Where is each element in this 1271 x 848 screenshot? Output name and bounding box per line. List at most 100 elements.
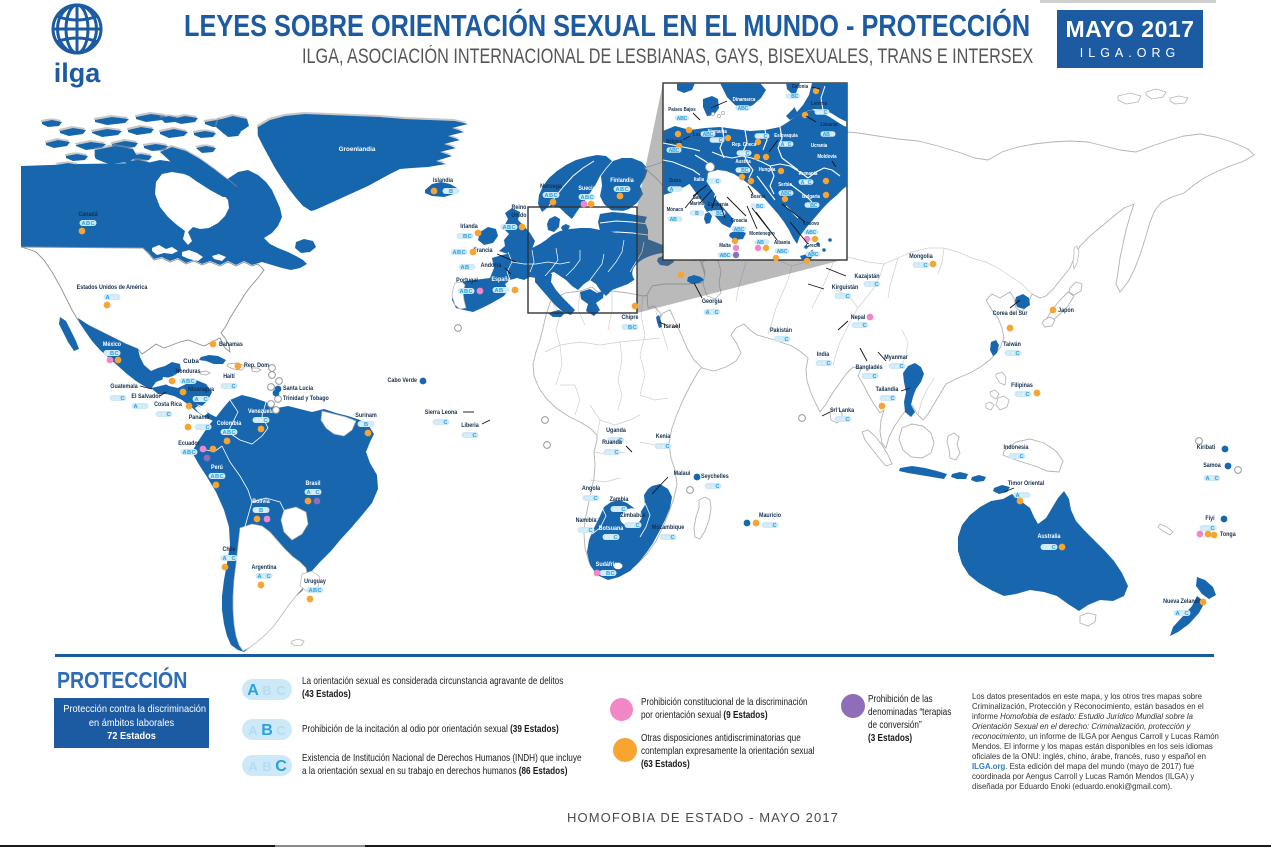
svg-text:Albania: Albania (774, 240, 790, 246)
svg-text:Fiyi: Fiyi (1205, 516, 1215, 522)
svg-text:ABC: ABC (81, 221, 94, 227)
svg-text:Dinamarca: Dinamarca (733, 97, 756, 103)
svg-text:ABC: ABC (445, 189, 458, 195)
svg-text:ABC: ABC (1202, 526, 1215, 532)
svg-text:ABC: ABC (580, 195, 593, 201)
svg-text:Sierra Leona: Sierra Leona (425, 410, 458, 416)
svg-text:Nueva Zelanda: Nueva Zelanda (1163, 599, 1202, 605)
svg-text:ABC: ABC (544, 193, 557, 199)
svg-text:Mauricio: Mauricio (759, 513, 781, 519)
svg-text:ABC: ABC (459, 234, 472, 240)
svg-text:Tonga: Tonga (1220, 532, 1236, 538)
svg-text:ABC: ABC (703, 132, 714, 138)
svg-text:Kenia: Kenia (656, 434, 671, 440)
svg-text:ABC: ABC (610, 438, 623, 444)
svg-text:Indonesia: Indonesia (1003, 445, 1029, 451)
svg-text:ABC: ABC (602, 571, 615, 577)
svg-text:Unido: Unido (511, 213, 527, 219)
svg-text:Bosnia: Bosnia (751, 194, 766, 200)
svg-text:ABC: ABC (707, 484, 720, 490)
svg-text:ABC: ABC (158, 412, 171, 418)
svg-text:ilga: ilga (54, 58, 101, 88)
svg-text:ABC: ABC (105, 295, 118, 301)
svg-text:Montenegro: Montenegro (749, 231, 775, 237)
svg-text:Kosovo: Kosovo (803, 221, 819, 227)
svg-text:ABC: ABC (502, 225, 515, 231)
svg-text:ABC: ABC (1007, 351, 1020, 357)
svg-text:ABC: ABC (435, 420, 448, 426)
svg-text:ABC: ABC (753, 204, 764, 210)
svg-text:Brasil: Brasil (306, 481, 321, 487)
svg-text:ABC: ABC (306, 490, 319, 496)
svg-text:Mozambique: Mozambique (652, 525, 684, 531)
svg-text:Eslovenia: Eslovenia (708, 202, 729, 208)
svg-text:Marino: Marino (690, 201, 705, 207)
svg-text:Rep. Checa: Rep. Checa (732, 142, 757, 148)
svg-text:Ecuador: Ecuador (178, 441, 200, 447)
svg-text:Francia: Francia (473, 248, 493, 254)
svg-text:Mongolia: Mongolia (909, 254, 933, 260)
svg-text:Zambia: Zambia (610, 497, 630, 503)
svg-text:ABC: ABC (739, 151, 750, 157)
svg-text:Santa Lucía: Santa Lucía (283, 386, 314, 392)
svg-text:ABC: ABC (738, 106, 749, 112)
svg-text:ABC: ABC (255, 508, 268, 514)
svg-text:Filipinas: Filipinas (1011, 383, 1033, 389)
svg-text:ABC: ABC (223, 384, 236, 390)
svg-text:Cuba: Cuba (183, 358, 199, 365)
svg-text:ABC: ABC (197, 425, 210, 431)
svg-text:Chipre: Chipre (622, 315, 639, 321)
svg-text:ABC: ABC (670, 217, 680, 223)
svg-text:ABC: ABC (182, 450, 195, 456)
svg-text:ABC: ABC (781, 142, 792, 148)
svg-text:Rep. Dom.: Rep. Dom. (244, 363, 271, 369)
svg-text:ABC: ABC (734, 227, 745, 233)
svg-text:Estonia: Estonia (792, 84, 808, 90)
svg-text:ABC: ABC (1011, 454, 1024, 460)
svg-text:Kazajstán: Kazajstán (854, 274, 879, 280)
svg-text:Argentina: Argentina (251, 565, 277, 571)
svg-text:Nepal: Nepal (851, 315, 866, 321)
svg-text:Hungría: Hungría (759, 167, 776, 173)
svg-text:ABC: ABC (777, 249, 788, 255)
svg-text:ABC: ABC (757, 240, 767, 246)
svg-text:ABC: ABC (460, 265, 473, 271)
svg-text:Canadá: Canadá (78, 212, 98, 218)
svg-text:Reino: Reino (512, 205, 527, 211)
svg-text:Georgia: Georgia (702, 299, 723, 305)
svg-text:ABC: ABC (866, 282, 879, 288)
svg-text:Bahamas: Bahamas (219, 342, 243, 348)
svg-text:Islandia: Islandia (433, 178, 454, 184)
svg-text:El Salvador: El Salvador (131, 394, 161, 400)
svg-text:ABC: ABC (360, 422, 373, 428)
svg-text:ABC: ABC (720, 253, 731, 259)
svg-text:Malta: Malta (719, 243, 731, 249)
svg-text:Ruanda: Ruanda (602, 440, 622, 446)
svg-text:Namibia: Namibia (576, 518, 598, 524)
svg-text:Polonia: Polonia (754, 125, 770, 131)
svg-text:Samoa: Samoa (1203, 463, 1221, 469)
svg-text:ABC: ABC (106, 351, 119, 357)
svg-text:Irlanda: Irlanda (460, 224, 478, 230)
svg-text:ABC: ABC (255, 418, 268, 424)
svg-text:Taiwán: Taiwán (1003, 342, 1021, 348)
svg-text:ABC: ABC (247, 682, 286, 699)
svg-text:Uganda: Uganda (606, 428, 626, 434)
svg-text:ABC: ABC (801, 180, 812, 186)
svg-text:ABC: ABC (781, 191, 792, 197)
svg-text:ABC: ABC (248, 758, 287, 775)
svg-text:Croacia: Croacia (731, 218, 748, 224)
svg-text:Zimbabue: Zimbabue (620, 513, 645, 519)
svg-text:Rumania: Rumania (799, 171, 818, 177)
svg-text:ABC: ABC (757, 134, 768, 140)
svg-text:Bélgica: Bélgica (666, 139, 682, 145)
svg-text:ABC: ABC (806, 230, 817, 236)
svg-text:ABC: ABC (807, 203, 818, 209)
svg-text:ABC: ABC (677, 116, 688, 122)
svg-text:Seychelles: Seychelles (701, 474, 729, 480)
svg-text:Kiribati: Kiribati (1197, 445, 1216, 451)
svg-text:ABC: ABC (494, 288, 507, 294)
svg-text:ABC: ABC (459, 289, 472, 295)
svg-text:ABC: ABC (580, 528, 593, 534)
svg-text:Tailandia: Tailandia (876, 387, 900, 393)
